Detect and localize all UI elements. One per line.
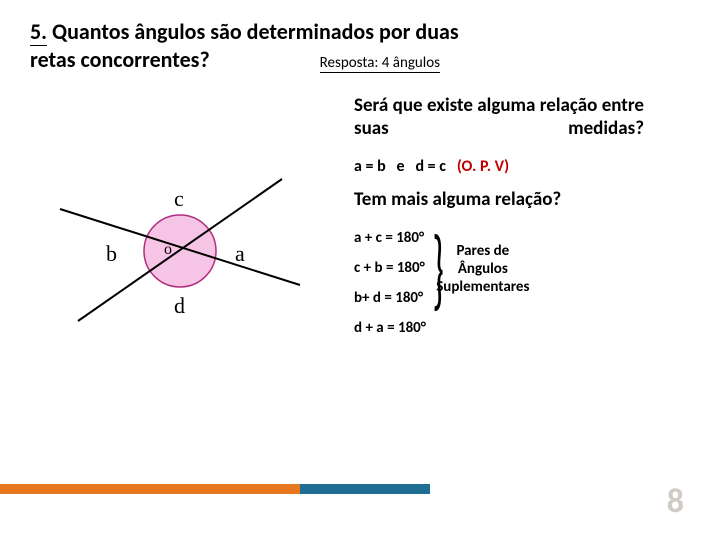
- supplementary-label: Pares de Ângulos Suplementares: [436, 242, 529, 296]
- question-block: 5. Quantos ângulos são determinados por …: [30, 18, 690, 73]
- label-a: a: [235, 241, 245, 267]
- opv-label: (O. P. V): [457, 157, 509, 176]
- text-column: Será que existe alguma relação entre sua…: [354, 91, 690, 343]
- eq-4: d + a = 180°: [354, 313, 426, 343]
- question-text-1: Quantos ângulos são determinados por dua…: [47, 18, 459, 45]
- supplementary-group: } Pares de Ângulos Suplementares: [444, 227, 530, 313]
- question-line-2-row: retas concorrentes? Resposta: 4 ângulos: [30, 46, 690, 74]
- supp-line-1: Pares de: [436, 242, 529, 260]
- equations-row: a + c = 180° c + b = 180° b+ d = 180° d …: [354, 223, 690, 343]
- label-b: b: [106, 241, 117, 267]
- diagram-svg: [30, 121, 330, 361]
- page-number: 8: [667, 481, 684, 522]
- label-o: o: [164, 241, 172, 259]
- orange-band: [0, 484, 300, 494]
- brace-icon: }: [432, 227, 443, 313]
- label-c: c: [174, 186, 184, 212]
- question-line-1: 5. Quantos ângulos são determinados por …: [30, 18, 690, 46]
- question-text-2: retas concorrentes?: [30, 46, 210, 74]
- angle-diagram: c a b d o: [30, 91, 330, 331]
- rel-and: e: [397, 157, 405, 176]
- eq-2: c + b = 180°: [354, 253, 426, 283]
- another-question: Tem mais alguma relação?: [354, 188, 690, 211]
- rel-1: a = b: [354, 157, 386, 176]
- eq-3: b+ d = 180°: [354, 283, 426, 313]
- slide: 5. Quantos ângulos são determinados por …: [0, 0, 720, 540]
- footer-band: [0, 484, 430, 494]
- supp-line-2: Ângulos: [436, 260, 529, 278]
- rel-2: d = c: [415, 157, 445, 176]
- blue-band: [300, 484, 430, 494]
- supp-line-3: Suplementares: [436, 278, 529, 296]
- relation-line: a = b e d = c (O. P. V): [354, 157, 690, 176]
- sub-question: Será que existe alguma relação entre sua…: [354, 95, 644, 141]
- answer: Resposta: 4 ângulos: [320, 54, 440, 73]
- eq-1: a + c = 180°: [354, 223, 426, 253]
- question-number: 5.: [30, 18, 47, 46]
- label-d: d: [174, 293, 185, 319]
- equations-list: a + c = 180° c + b = 180° b+ d = 180° d …: [354, 223, 426, 343]
- content-row: c a b d o Será que existe alguma relação…: [30, 91, 690, 343]
